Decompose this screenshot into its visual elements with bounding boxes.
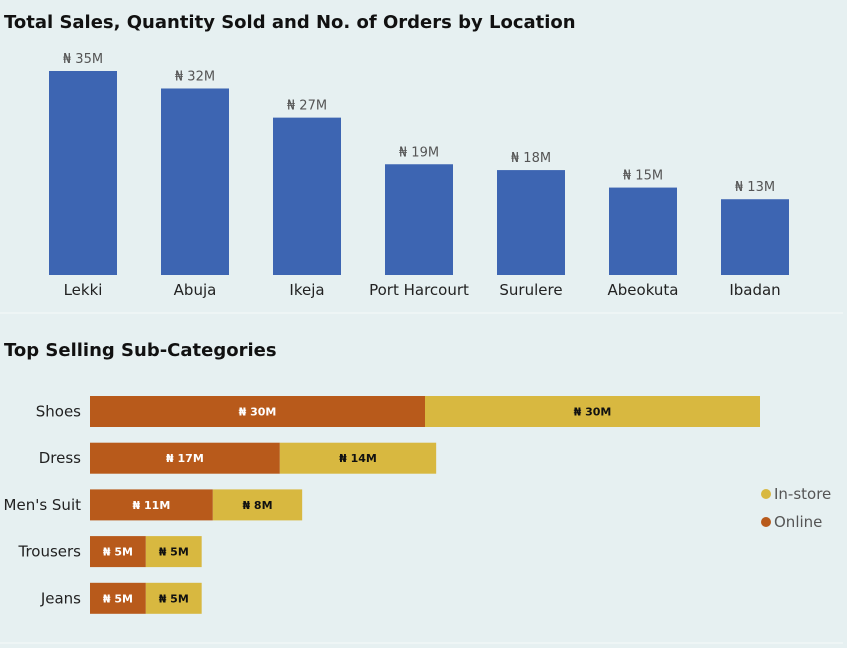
- bar-instore-shoes[interactable]: [425, 396, 760, 427]
- online-value-label: ₦ 5M: [103, 546, 133, 559]
- x-tick-label: Port Harcourt: [369, 281, 469, 299]
- bar-value-label: ₦ 27M: [287, 99, 327, 114]
- bar-instore-jeans[interactable]: [145, 582, 202, 614]
- legend-item-instore[interactable]: In-store: [761, 480, 831, 508]
- legend-swatch-instore: [761, 489, 771, 499]
- y-tick-label: Jeans: [40, 589, 81, 607]
- instore-value-label: ₦ 8M: [242, 499, 272, 512]
- bar-online-jeans[interactable]: [90, 582, 146, 614]
- location-bar-chart: ₦ 35M Lekki ₦ 32M Abuja ₦ 27M Ikeja ₦ 19M Port …: [49, 52, 789, 299]
- bar-port-harcourt[interactable]: [385, 164, 453, 275]
- bar-value-label: ₦ 18M: [511, 151, 551, 166]
- bar-surulere[interactable]: [497, 170, 565, 275]
- x-tick-label: Lekki: [64, 281, 103, 299]
- bar-value-label: ₦ 15M: [623, 169, 663, 184]
- legend-label-instore: In-store: [774, 485, 832, 503]
- legend-label-online: Online: [774, 513, 823, 531]
- online-value-label: ₦ 5M: [103, 592, 133, 605]
- bar-online-men-s-suit[interactable]: [90, 489, 213, 521]
- bar-ikeja[interactable]: [273, 117, 341, 275]
- legend-swatch-online: [761, 517, 771, 527]
- online-value-label: ₦ 17M: [166, 452, 204, 465]
- bar-value-label: ₦ 32M: [175, 69, 215, 84]
- bar-instore-trousers[interactable]: [145, 536, 202, 568]
- bar-ibadan[interactable]: [721, 199, 789, 275]
- bar-value-label: ₦ 35M: [63, 52, 103, 67]
- subcategory-legend: In-store Online: [761, 480, 831, 536]
- online-value-label: ₦ 11M: [133, 499, 171, 512]
- bar-online-shoes[interactable]: [90, 396, 425, 427]
- bar-value-label: ₦ 19M: [399, 145, 439, 160]
- x-tick-label: Abeokuta: [608, 281, 679, 299]
- subcategory-chart-title: Top Selling Sub-Categories: [4, 340, 277, 361]
- x-tick-label: Ibadan: [729, 281, 780, 299]
- legend-item-online[interactable]: Online: [761, 508, 831, 536]
- instore-value-label: ₦ 5M: [159, 546, 189, 559]
- bar-lekki[interactable]: [49, 71, 117, 275]
- bar-value-label: ₦ 13M: [735, 180, 775, 195]
- online-value-label: ₦ 30M: [239, 406, 277, 419]
- x-tick-label: Abuja: [174, 281, 217, 299]
- bar-abeokuta[interactable]: [609, 187, 677, 275]
- bar-abuja[interactable]: [161, 88, 229, 275]
- y-tick-label: Dress: [39, 449, 81, 467]
- bar-online-dress[interactable]: [90, 442, 280, 474]
- instore-value-label: ₦ 5M: [159, 592, 189, 605]
- location-chart-title: Total Sales, Quantity Sold and No. of Or…: [4, 12, 576, 33]
- instore-value-label: ₦ 30M: [574, 406, 612, 419]
- instore-value-label: ₦ 14M: [339, 452, 377, 465]
- y-tick-label: Men's Suit: [4, 496, 82, 514]
- bar-instore-dress[interactable]: [279, 442, 437, 474]
- bar-online-trousers[interactable]: [90, 536, 146, 568]
- x-tick-label: Surulere: [499, 281, 562, 299]
- x-tick-label: Ikeja: [289, 281, 324, 299]
- bar-instore-men-s-suit[interactable]: [212, 489, 303, 521]
- y-tick-label: Shoes: [36, 403, 81, 421]
- y-tick-label: Trousers: [17, 543, 81, 561]
